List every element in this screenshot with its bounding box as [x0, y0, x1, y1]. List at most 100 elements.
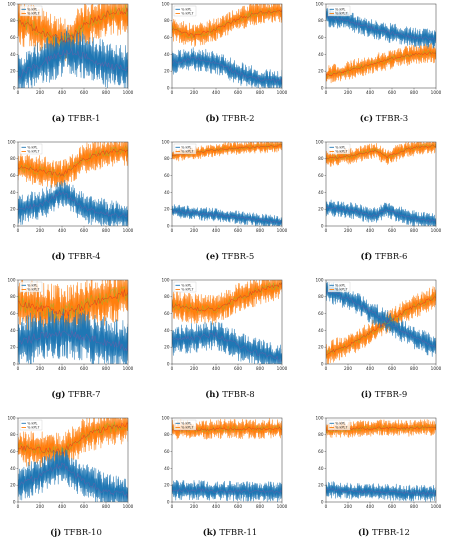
x-tick-label: 400 [366, 228, 374, 233]
panel-letter: (h) [205, 390, 220, 400]
x-tick-label: 400 [58, 90, 66, 95]
series-line-kpl [172, 204, 282, 226]
y-tick-label: 80 [318, 432, 324, 437]
x-tick-label: 600 [234, 90, 242, 95]
plot-area [18, 4, 128, 88]
plot-area [172, 280, 282, 364]
chart-panel-l: 0 20 40 60 80 100 0 200 400 600 800 1000% kPL% kPL7… [308, 414, 460, 549]
y-tick-label: 0 [13, 499, 16, 504]
y-tick-label: 0 [13, 85, 16, 90]
y-tick-label: 60 [318, 449, 324, 454]
accent-trace-purple [172, 210, 282, 224]
y-tick-label: 100 [8, 139, 16, 144]
x-tick-label: 200 [344, 228, 352, 233]
axes-frame [171, 417, 283, 503]
legend-label: % kPL7 [181, 288, 193, 292]
legend-label: % kPL [181, 283, 191, 287]
panel-letter: (l) [358, 528, 370, 538]
x-tick-label: 200 [36, 228, 44, 233]
x-tick-label: 800 [102, 90, 110, 95]
panel-title: TFBR-7 [65, 390, 101, 400]
x-tick-label: 1000 [123, 504, 134, 509]
plot-area [172, 142, 282, 226]
y-tick-label: 80 [164, 432, 170, 437]
x-tick-label: 0 [325, 504, 328, 509]
y-tick-label: 40 [164, 328, 170, 333]
accent-trace-green [172, 8, 282, 39]
x-tick-label: 400 [212, 504, 220, 509]
axes-frame [17, 141, 129, 227]
panel-title: TFBR-6 [372, 252, 408, 262]
series-line-kpl [18, 27, 128, 88]
y-tick-label: 0 [321, 223, 324, 228]
legend: % kPL% kPL7 [327, 281, 351, 293]
y-tick-label: 60 [318, 311, 324, 316]
panel-title: TFBR-11 [216, 528, 258, 538]
panel-caption: (i) TFBR-9 [308, 390, 460, 400]
plot-area [326, 419, 436, 502]
y-tick-label: 0 [167, 223, 170, 228]
legend: % kPL% kPL7 [173, 143, 197, 155]
chart-panel-i: 0 20 40 60 80 100 0 200 400 600 800 1000% kPL% kPL7… [308, 276, 460, 411]
y-tick-label: 40 [164, 52, 170, 57]
series-line-kpl [18, 179, 128, 226]
x-tick-label: 0 [171, 366, 174, 371]
legend-label: % kPL [27, 145, 37, 149]
panel-caption: (d) TFBR-4 [0, 252, 152, 262]
accent-trace-purple [18, 190, 128, 219]
y-tick-label: 60 [164, 311, 170, 316]
legend: % kPL% kPL7 [173, 419, 197, 431]
legend-box [19, 143, 43, 155]
axes-frame [325, 279, 437, 365]
accent-trace-red [18, 7, 128, 43]
y-tick-label: 80 [318, 294, 324, 299]
y-tick-label: 20 [10, 207, 16, 212]
x-tick-label: 1000 [277, 90, 288, 95]
panel-letter: (f) [360, 252, 373, 262]
axes-frame [325, 417, 437, 503]
x-tick-label: 200 [190, 90, 198, 95]
plot-area [18, 142, 128, 226]
x-tick-label: 800 [256, 90, 264, 95]
legend-label: % kPL7 [27, 288, 39, 292]
x-tick-label: 0 [325, 366, 328, 371]
panel-title: TFBR-12 [369, 528, 410, 538]
x-tick-label: 800 [410, 504, 418, 509]
accent-trace-purple [172, 331, 282, 362]
y-tick-label: 0 [321, 85, 324, 90]
accent-trace-purple [326, 15, 436, 41]
legend-label: % kPL [27, 283, 37, 287]
x-tick-label: 400 [366, 504, 374, 509]
legend-label: % kPL [335, 421, 345, 425]
y-tick-label: 80 [164, 156, 170, 161]
panel-letter: (i) [360, 390, 373, 400]
chart-panel-a: 0 20 40 60 80 100 0 200 400 600 800 1000% kPL% kPL7… [0, 0, 152, 135]
legend-box [327, 143, 351, 155]
chart-panel-d: 0 20 40 60 80 100 0 200 400 600 800 1000% kPL% kPL7… [0, 138, 152, 273]
x-tick-label: 200 [190, 228, 198, 233]
y-tick-label: 100 [8, 1, 16, 6]
axes-frame [325, 3, 437, 89]
accent-trace-green [18, 285, 128, 319]
series-line-kpl [326, 481, 436, 502]
x-tick-label: 1000 [277, 366, 288, 371]
y-tick-label: 20 [318, 483, 324, 488]
x-tick-label: 1000 [123, 90, 134, 95]
legend-box [327, 5, 351, 17]
accent-trace-red [18, 422, 128, 454]
legend: % kPL% kPL7 [19, 143, 43, 155]
panel-title: TFBR-2 [219, 114, 255, 124]
legend-label: % kPL7 [335, 12, 347, 16]
plot-area [326, 142, 436, 226]
x-tick-label: 0 [17, 228, 20, 233]
y-tick-label: 100 [162, 277, 170, 282]
x-tick-label: 800 [102, 504, 110, 509]
axes-frame [17, 279, 129, 365]
y-tick-label: 60 [10, 311, 16, 316]
chart-panel-e: 0 20 40 60 80 100 0 200 400 600 800 1000% kPL% kPL7… [154, 138, 306, 273]
y-tick-label: 0 [321, 499, 324, 504]
y-tick-label: 80 [10, 156, 16, 161]
legend-label: % kPL7 [181, 426, 193, 430]
y-tick-label: 100 [162, 1, 170, 6]
